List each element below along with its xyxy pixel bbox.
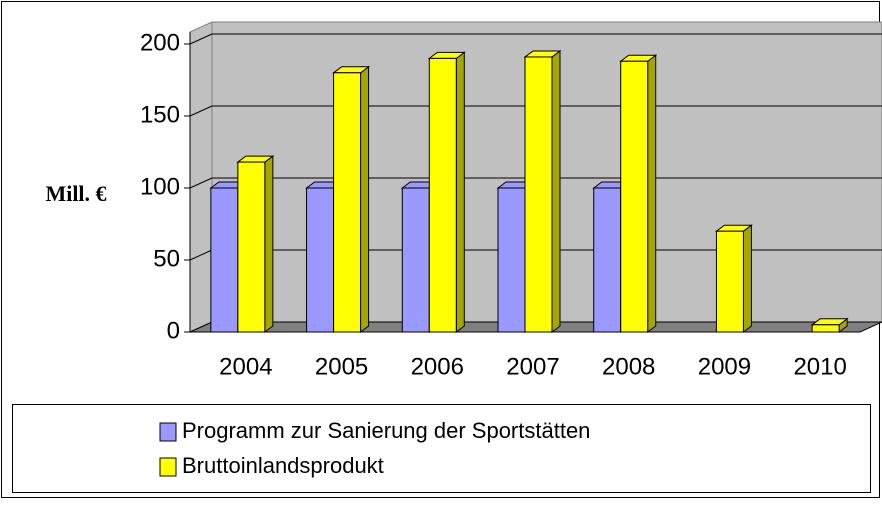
bar	[524, 56, 553, 333]
bar-side	[264, 155, 274, 333]
bar	[497, 187, 526, 333]
bar-side	[360, 65, 370, 333]
legend-label: Bruttoinlandsprodukt	[182, 453, 384, 478]
bar-side	[742, 224, 752, 333]
bar	[593, 187, 622, 333]
y-tick-label: 50	[153, 245, 180, 272]
y-tick-label: 200	[140, 29, 180, 56]
bar	[401, 187, 430, 333]
x-tick-label: 2010	[793, 353, 846, 380]
legend-swatch	[159, 422, 177, 442]
bar	[811, 324, 840, 333]
y-axis-title: Mill. €	[45, 181, 106, 206]
bar	[428, 57, 457, 333]
grid-line	[189, 249, 213, 261]
bar-side	[455, 51, 465, 333]
x-tick-label: 2006	[411, 353, 464, 380]
x-tick-label: 2005	[315, 353, 368, 380]
legend-label: Programm zur Sanierung der Sportstätten	[182, 418, 590, 443]
bar	[306, 187, 335, 333]
x-tick-label: 2004	[219, 353, 272, 380]
y-tick-label: 100	[140, 173, 180, 200]
bar	[715, 230, 744, 333]
grid-line	[189, 105, 213, 117]
legend-swatch	[159, 457, 177, 477]
y-tick-label: 150	[140, 101, 180, 128]
bar-side	[647, 54, 657, 333]
bar	[620, 60, 649, 333]
grid-line	[189, 177, 213, 189]
bar-side	[551, 49, 561, 333]
y-tick-label: 0	[167, 317, 180, 344]
x-tick-label: 2008	[602, 353, 655, 380]
x-tick-label: 2007	[506, 353, 559, 380]
legend	[12, 404, 871, 493]
bar	[237, 161, 266, 333]
x-tick-label: 2009	[698, 353, 751, 380]
grid-line	[189, 33, 213, 45]
bar	[333, 72, 362, 333]
side-wall	[189, 21, 213, 333]
bar	[210, 187, 239, 333]
